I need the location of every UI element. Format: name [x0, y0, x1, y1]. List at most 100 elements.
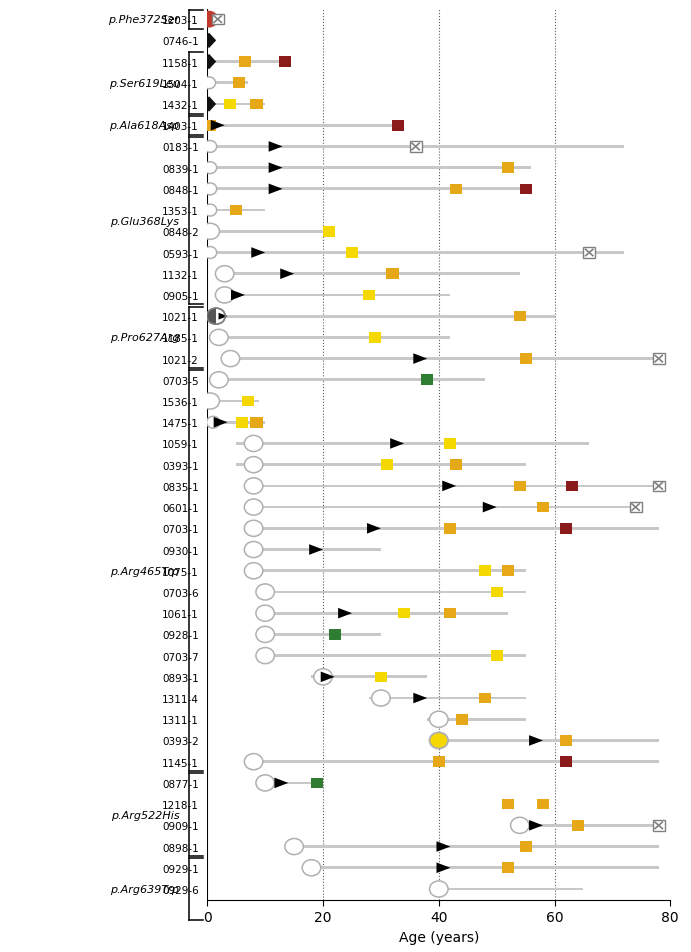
- Ellipse shape: [204, 163, 217, 174]
- Ellipse shape: [221, 351, 240, 367]
- Polygon shape: [309, 545, 323, 555]
- Bar: [491, 587, 502, 598]
- Bar: [392, 121, 404, 131]
- Bar: [279, 57, 292, 68]
- Bar: [502, 163, 514, 174]
- Bar: [479, 565, 491, 577]
- Bar: [444, 524, 456, 534]
- Bar: [250, 418, 263, 428]
- Bar: [236, 443, 589, 446]
- Bar: [207, 209, 265, 212]
- Polygon shape: [413, 693, 427, 704]
- Polygon shape: [442, 481, 456, 491]
- Bar: [439, 740, 659, 742]
- Bar: [233, 78, 245, 89]
- Bar: [410, 142, 422, 152]
- Polygon shape: [274, 778, 288, 788]
- Polygon shape: [321, 672, 334, 683]
- Text: p.Arg522His: p.Arg522His: [111, 810, 180, 820]
- Ellipse shape: [245, 754, 263, 770]
- Bar: [560, 757, 572, 767]
- Bar: [207, 82, 248, 85]
- Bar: [653, 354, 665, 365]
- Ellipse shape: [256, 585, 274, 601]
- Bar: [210, 400, 259, 403]
- Bar: [491, 650, 502, 662]
- Bar: [398, 608, 410, 619]
- Text: p.Ser619Leu: p.Ser619Leu: [108, 79, 180, 89]
- Bar: [502, 863, 514, 873]
- Bar: [444, 608, 456, 619]
- Bar: [219, 337, 451, 340]
- Bar: [225, 294, 451, 297]
- Polygon shape: [529, 821, 543, 831]
- Bar: [230, 206, 243, 216]
- Bar: [502, 565, 514, 577]
- Polygon shape: [231, 290, 245, 301]
- Polygon shape: [529, 735, 543, 746]
- Bar: [369, 332, 381, 344]
- Bar: [433, 757, 445, 767]
- Bar: [219, 379, 485, 382]
- Polygon shape: [269, 142, 283, 152]
- Bar: [294, 845, 659, 848]
- Polygon shape: [281, 269, 294, 280]
- Ellipse shape: [207, 417, 220, 428]
- Bar: [254, 548, 381, 551]
- Ellipse shape: [245, 478, 263, 494]
- Ellipse shape: [245, 500, 263, 516]
- Polygon shape: [252, 248, 265, 259]
- Bar: [207, 230, 334, 233]
- Polygon shape: [218, 313, 227, 320]
- Bar: [444, 439, 456, 449]
- Ellipse shape: [256, 648, 274, 664]
- Bar: [236, 418, 248, 428]
- Bar: [323, 227, 335, 237]
- Bar: [439, 887, 583, 890]
- Polygon shape: [269, 185, 283, 195]
- Ellipse shape: [430, 711, 448, 727]
- Ellipse shape: [245, 436, 263, 452]
- Bar: [207, 104, 265, 107]
- Ellipse shape: [204, 141, 217, 153]
- Text: p.Phe372Ser: p.Phe372Ser: [108, 15, 180, 25]
- Ellipse shape: [430, 881, 448, 897]
- Bar: [265, 782, 323, 784]
- Bar: [456, 714, 468, 724]
- Ellipse shape: [200, 12, 218, 28]
- Polygon shape: [207, 308, 216, 325]
- Bar: [346, 248, 358, 259]
- Bar: [450, 460, 462, 470]
- Bar: [265, 612, 508, 615]
- Bar: [211, 15, 224, 26]
- Ellipse shape: [201, 393, 220, 409]
- Ellipse shape: [216, 267, 234, 283]
- Bar: [207, 125, 404, 128]
- Text: p.Arg639Trp: p.Arg639Trp: [111, 884, 180, 894]
- Polygon shape: [413, 354, 427, 365]
- Ellipse shape: [202, 78, 216, 89]
- Bar: [230, 358, 659, 361]
- Ellipse shape: [216, 288, 234, 304]
- Ellipse shape: [314, 669, 332, 685]
- Polygon shape: [437, 863, 451, 873]
- Bar: [312, 676, 427, 679]
- Bar: [571, 821, 584, 831]
- Ellipse shape: [209, 372, 228, 388]
- Ellipse shape: [245, 563, 263, 579]
- Bar: [207, 252, 624, 254]
- Ellipse shape: [245, 542, 263, 558]
- Bar: [630, 503, 641, 513]
- Bar: [653, 821, 665, 831]
- Polygon shape: [390, 439, 404, 449]
- Bar: [520, 842, 531, 852]
- Bar: [311, 778, 323, 788]
- Bar: [207, 188, 531, 191]
- Ellipse shape: [256, 775, 274, 791]
- Bar: [450, 185, 462, 195]
- Text: p.Pro627Arg: p.Pro627Arg: [110, 333, 180, 343]
- Ellipse shape: [256, 626, 274, 643]
- Bar: [381, 460, 392, 470]
- Polygon shape: [202, 55, 216, 70]
- Bar: [254, 527, 659, 530]
